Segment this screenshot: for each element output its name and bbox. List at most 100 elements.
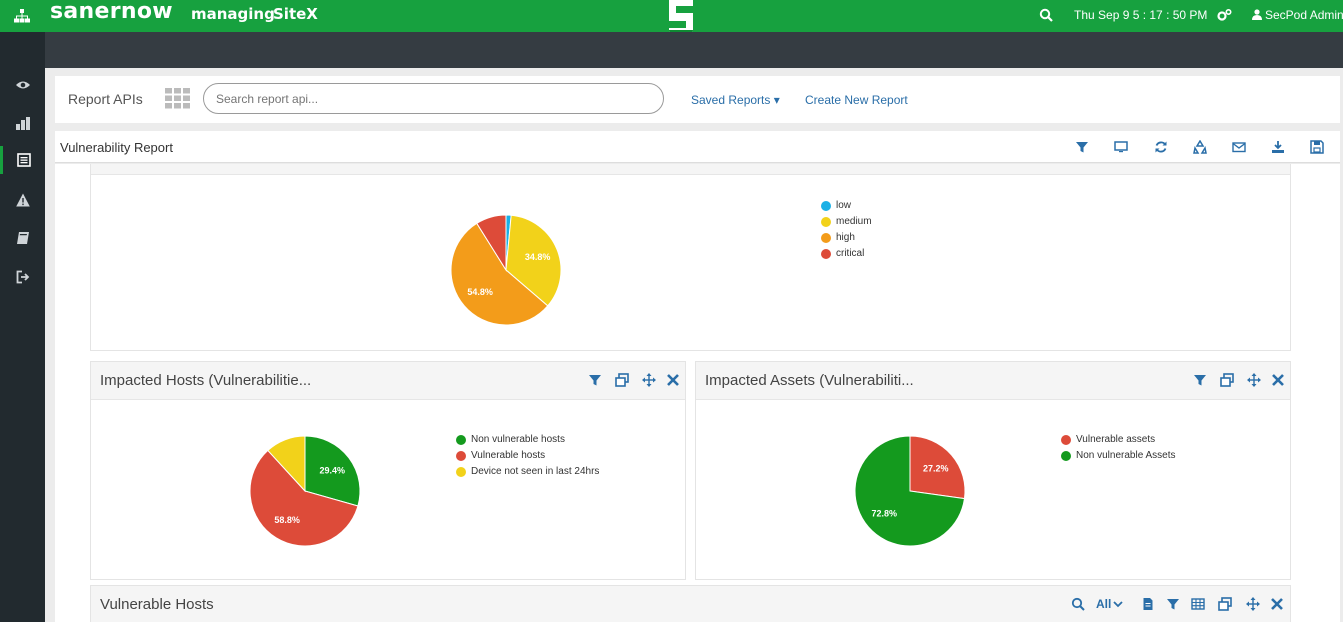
search-icon[interactable] xyxy=(1039,8,1053,22)
sidebar-item-view[interactable] xyxy=(0,71,45,99)
legend-item[interactable]: Vulnerable hosts xyxy=(456,450,545,461)
legend-item[interactable]: Device not seen in last 24hrs xyxy=(456,466,599,477)
legend-label: critical xyxy=(836,248,865,259)
all-filter-label: All xyxy=(1096,597,1112,611)
legend-swatch xyxy=(456,450,466,461)
restore-icon[interactable] xyxy=(1220,373,1234,387)
legend-label: low xyxy=(836,200,852,211)
pie-slice-critical[interactable] xyxy=(476,214,507,272)
pie-slice-non-vulnerable-assets[interactable] xyxy=(854,435,966,547)
site-name[interactable]: SiteX xyxy=(273,5,318,23)
sidebar-item-docs[interactable] xyxy=(0,224,45,252)
legend-swatch xyxy=(821,216,831,227)
impacted-assets-title: Impacted Assets (Vulnerabiliti... xyxy=(705,372,914,389)
legend-swatch xyxy=(821,232,831,243)
vulnerable-hosts-title: Vulnerable Hosts xyxy=(100,596,214,613)
legend-label: Vulnerable assets xyxy=(1076,434,1156,445)
chevron-down-icon xyxy=(1113,601,1123,608)
legend-item[interactable]: low xyxy=(821,200,851,211)
dashboard-icon xyxy=(15,117,30,130)
report-apis-title: Report APIs xyxy=(68,91,143,107)
pie-slice-medium[interactable] xyxy=(505,214,562,307)
grid-view-icon[interactable] xyxy=(165,88,190,109)
saner-logo-icon xyxy=(669,0,693,36)
user-menu[interactable]: SecPod Admin xyxy=(1252,8,1343,22)
refresh-icon[interactable] xyxy=(1154,140,1168,154)
legend-item[interactable]: Non vulnerable hosts xyxy=(456,434,565,445)
restore-icon[interactable] xyxy=(615,373,629,387)
impacted-hosts-title: Impacted Hosts (Vulnerabilitie... xyxy=(100,372,312,389)
pie-slice-vulnerable-hosts[interactable] xyxy=(249,449,359,547)
filter-icon[interactable] xyxy=(1193,373,1207,387)
pie-slice-label: 72.8% xyxy=(872,508,898,518)
pie-slice-vulnerable-assets[interactable] xyxy=(909,435,966,500)
legend-item[interactable]: medium xyxy=(821,216,872,227)
close-icon[interactable] xyxy=(666,373,680,387)
vulnerable-hosts-panel: Vulnerable Hosts All xyxy=(90,585,1291,622)
move-icon[interactable] xyxy=(1246,597,1260,611)
filter-icon[interactable] xyxy=(588,373,602,387)
pie-slice-label: 27.2% xyxy=(923,464,949,474)
user-icon xyxy=(1252,9,1262,20)
legend-item[interactable]: Non vulnerable Assets xyxy=(1061,450,1176,461)
pie-slice-non-vulnerable-hosts[interactable] xyxy=(304,435,361,507)
legend-label: Device not seen in last 24hrs xyxy=(471,466,600,477)
legend-item[interactable]: high xyxy=(821,232,855,243)
move-icon[interactable] xyxy=(642,373,656,387)
filter-icon[interactable] xyxy=(1075,140,1089,154)
severity-panel: 34.8% 54.8% low medium high critical xyxy=(90,164,1291,351)
legend-label: Non vulnerable Assets xyxy=(1076,450,1176,461)
document-icon[interactable] xyxy=(1141,597,1155,611)
filter-icon[interactable] xyxy=(1166,597,1180,611)
sidebar-item-logout[interactable] xyxy=(0,263,45,291)
impacted-assets-pie-chart: 27.2% 72.8% xyxy=(854,435,966,547)
severity-panel-head xyxy=(91,164,1290,175)
eye-icon xyxy=(15,81,30,89)
desktop-icon[interactable] xyxy=(1114,140,1128,154)
legend-item[interactable]: critical xyxy=(821,248,864,259)
saved-reports-dropdown[interactable]: Saved Reports ▾ xyxy=(691,93,780,107)
recycle-icon[interactable] xyxy=(1193,140,1207,154)
email-icon[interactable] xyxy=(1232,140,1246,154)
legend-swatch xyxy=(1061,434,1071,445)
sitemap-icon[interactable] xyxy=(14,9,30,23)
table-icon[interactable] xyxy=(1191,597,1205,611)
report-api-bar: Report APIs Saved Reports ▾ Create New R… xyxy=(55,76,1340,123)
close-icon[interactable] xyxy=(1271,373,1285,387)
search-icon[interactable] xyxy=(1071,597,1085,611)
sidebar-item-dashboard[interactable] xyxy=(0,109,45,137)
user-name: SecPod Admin xyxy=(1265,8,1343,22)
legend-item[interactable]: Vulnerable assets xyxy=(1061,434,1155,445)
impacted-assets-header: Impacted Assets (Vulnerabiliti... xyxy=(696,362,1290,400)
download-icon[interactable] xyxy=(1271,140,1285,154)
impacted-hosts-pie-chart: 29.4% 58.8% xyxy=(249,435,361,547)
sidebar-item-reports[interactable] xyxy=(0,146,45,174)
vulnerable-hosts-header: Vulnerable Hosts All xyxy=(91,586,1290,622)
search-report-api-input[interactable] xyxy=(203,83,664,114)
restore-icon[interactable] xyxy=(1218,597,1232,611)
legend-swatch xyxy=(1061,450,1071,461)
close-icon[interactable] xyxy=(1270,597,1284,611)
legend-swatch xyxy=(821,200,831,211)
report-content[interactable]: 34.8% 54.8% low medium high critical Impacte… xyxy=(55,164,1340,622)
impacted-assets-panel: Impacted Assets (Vulnerabiliti... 27.2% 7… xyxy=(695,361,1291,580)
clock: Thu Sep 9 5 : 17 : 50 PM xyxy=(1074,8,1208,22)
all-filter-dropdown[interactable]: All xyxy=(1096,597,1123,611)
pie-slice-label: 34.8% xyxy=(525,252,551,262)
report-header: Vulnerability Report xyxy=(55,131,1340,163)
legend-label: medium xyxy=(836,216,872,227)
pie-slice-high[interactable] xyxy=(450,222,549,326)
severity-pie-chart: 34.8% 54.8% xyxy=(450,214,562,326)
move-icon[interactable] xyxy=(1247,373,1261,387)
sidebar-item-alerts[interactable] xyxy=(0,186,45,214)
save-icon[interactable] xyxy=(1310,140,1324,154)
create-new-report-link[interactable]: Create New Report xyxy=(805,93,908,107)
left-sidebar xyxy=(0,32,45,622)
report-title: Vulnerability Report xyxy=(60,140,173,155)
managing-label: managing xyxy=(191,5,275,23)
pie-slice-device-not-seen-in-last-24hrs[interactable] xyxy=(267,435,306,493)
legend-swatch xyxy=(821,248,831,259)
gears-icon[interactable] xyxy=(1217,8,1232,22)
sub-bar xyxy=(45,32,1343,68)
impacted-hosts-panel: Impacted Hosts (Vulnerabilitie... 29.4% 5… xyxy=(90,361,686,580)
